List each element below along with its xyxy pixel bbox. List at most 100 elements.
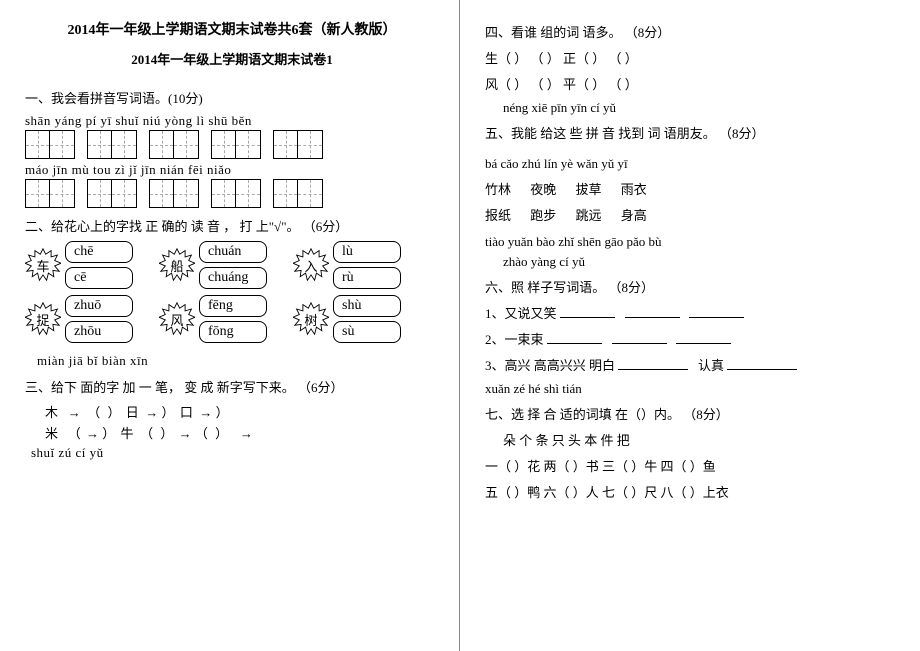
paren-blank: （ ） [87,405,122,420]
arrow-icon: → [179,426,192,441]
pinyin-option: sù [333,321,401,343]
q4-line-1: 生（ ） （ ） 正（ ） （ ） [485,48,900,67]
tianzi-box [273,130,323,159]
tianzi-box [25,130,75,159]
arrow-icon: → [199,405,212,420]
main-title: 2014年一年级上学期语文期末试卷共6套（新人教版） [25,19,439,39]
q5-heading: 五、我能 给这 些 拼 音 找到 词 语朋友。 （8分） [485,123,900,142]
q5-words-2: 报纸 跑步 跳远 身高 [485,205,900,224]
arrow-icon: → [145,405,158,420]
option-column: chuán chuáng [199,241,267,289]
paren-blank: ） [162,405,177,420]
q3-pinyin: miàn jiā bǐ biàn xīn [37,353,439,369]
right-column: 四、看谁 组的词 语多。 （8分） 生（ ） （ ） 正（ ） （ ） 风（ ）… [460,0,920,651]
q7-pinyin: xuǎn zé hé shì tián [485,381,900,397]
starburst-icon: 入 [293,247,329,283]
q2-container: 车chē cē 船chuán chuáng 入lù rù 捉zhuōzhōu 风fēng fōn… [25,241,439,343]
paren-blank: ） [216,405,231,420]
q1-pinyin-1: shān yáng pí yī shuǐ niú yòng lì shū běn [25,113,439,129]
q7-line-2: 五（ ）鸭 六（ ）人 七（ ）尺 八（ ）上衣 [485,482,900,501]
pinyin-option: rù [333,267,401,289]
q3-char: 木 [45,405,58,420]
blank-line [612,331,667,344]
option-column: fēng fōng [199,295,267,343]
q1-grid-row-1 [25,130,439,159]
pinyin-option: lù [333,241,401,263]
paren-blank: （ ） [195,426,230,441]
q2-group: 船chuán chuáng [159,241,267,289]
q2-group: 捉zhuōzhōu [25,295,133,343]
pinyin-option: chuán [199,241,267,263]
q7-words: 朵 个 条 只 头 本 件 把 [503,430,900,449]
tianzi-box [149,130,199,159]
q7-heading: 七、选 择 合 适的词填 在（）内。 （8分） [485,404,900,423]
blank-line [560,305,615,318]
pinyin-option: cē [65,267,133,289]
q2-row: 车chē cē 船chuán chuáng 入lù rù [25,241,439,289]
starburst-icon: 树 [293,301,329,337]
paren-blank: ） [102,426,117,441]
starburst-icon: 船 [159,247,195,283]
q2-row: 捉zhuōzhōu 风fēng fōng 树shù sù [25,295,439,343]
blank-line [547,331,602,344]
arrow-icon: → [68,405,81,420]
q3-heading: 三、给下 面的字 加 一 笔， 变 成 新字写下来。 （6分） [25,377,439,396]
blank-line [618,357,688,370]
blank-line [689,305,744,318]
q3-line-2: 米 （ → ） 牛 （ ） → （ ） → [45,423,439,442]
pinyin-option: fēng [199,295,267,317]
paren-blank: （ ） [140,426,175,441]
q3-char: 日 [126,405,139,420]
pinyin-option: zhuō [65,295,133,317]
blank-line [727,357,797,370]
q6-line-2: 2、一束束 [485,329,900,348]
tianzi-box [87,130,137,159]
starburst-icon: 车 [25,247,61,283]
option-column: chē cē [65,241,133,289]
q5-pinyin: néng xiē pīn yīn cí yǔ [503,100,900,116]
q3-line-1: 木 → （ ） 日 → ） 口 → ） [45,402,439,421]
word: 竹林 [485,179,511,198]
q5-pinyin-3: tiào yuǎn bào zhǐ shēn gāo pǎo bù [485,234,900,250]
q6-heading: 六、照 样子写词语。 （8分） [485,277,900,296]
q2-group: 入lù rù [293,241,401,289]
option-column: shù sù [333,295,401,343]
q3-char: 米 [45,426,58,441]
word: 报纸 [485,205,511,224]
q4-line-2: 风（ ） （ ） 平（ ） （ ） [485,74,900,93]
pinyin-option: shù [333,295,401,317]
pinyin-option: chē [65,241,133,263]
q6-line-1: 1、又说又笑 [485,303,900,322]
q2-group: 树shù sù [293,295,401,343]
option-column: lù rù [333,241,401,289]
q4-heading: 四、看谁 组的词 语多。 （8分） [485,22,900,41]
q6-label: 认真 [698,358,724,373]
q3-char: 牛 [121,426,134,441]
tianzi-box [273,179,323,208]
pinyin-option: chuáng [199,267,267,289]
word: 跑步 [530,205,556,224]
q6-label: 1、又说又笑 [485,306,557,321]
q6-line-3: 3、高兴 高高兴兴 明白 认真 [485,355,900,374]
tianzi-box [25,179,75,208]
q5-words-1: 竹林 夜晚 拔草 雨衣 [485,179,900,198]
paren-blank: （ [68,426,83,441]
blank-line [625,305,680,318]
arrow-icon: → [86,426,99,441]
q2-group: 车chē cē [25,241,133,289]
tianzi-box [149,179,199,208]
word: 夜晚 [530,179,556,198]
q3-pinyin-2: shuǐ zú cí yǔ [31,445,439,461]
word: 拔草 [576,179,602,198]
starburst-icon: 捉 [25,301,61,337]
q6-label: 3、高兴 高高兴兴 明白 [485,358,615,373]
q2-group: 风fēng fōng [159,295,267,343]
pinyin-option: fōng [199,321,267,343]
q1-heading: 一、我会看拼音写词语。(10分) [25,88,439,107]
q2-heading: 二、给花心上的字找 正 确的 读 音 ， 打 上"√"。 （6分） [25,216,439,235]
starburst-icon: 风 [159,301,195,337]
arrow-icon: → [240,426,253,441]
left-column: 2014年一年级上学期语文期末试卷共6套（新人教版） 2014年一年级上学期语文… [0,0,460,651]
blank-line [676,331,731,344]
tianzi-box [211,179,261,208]
